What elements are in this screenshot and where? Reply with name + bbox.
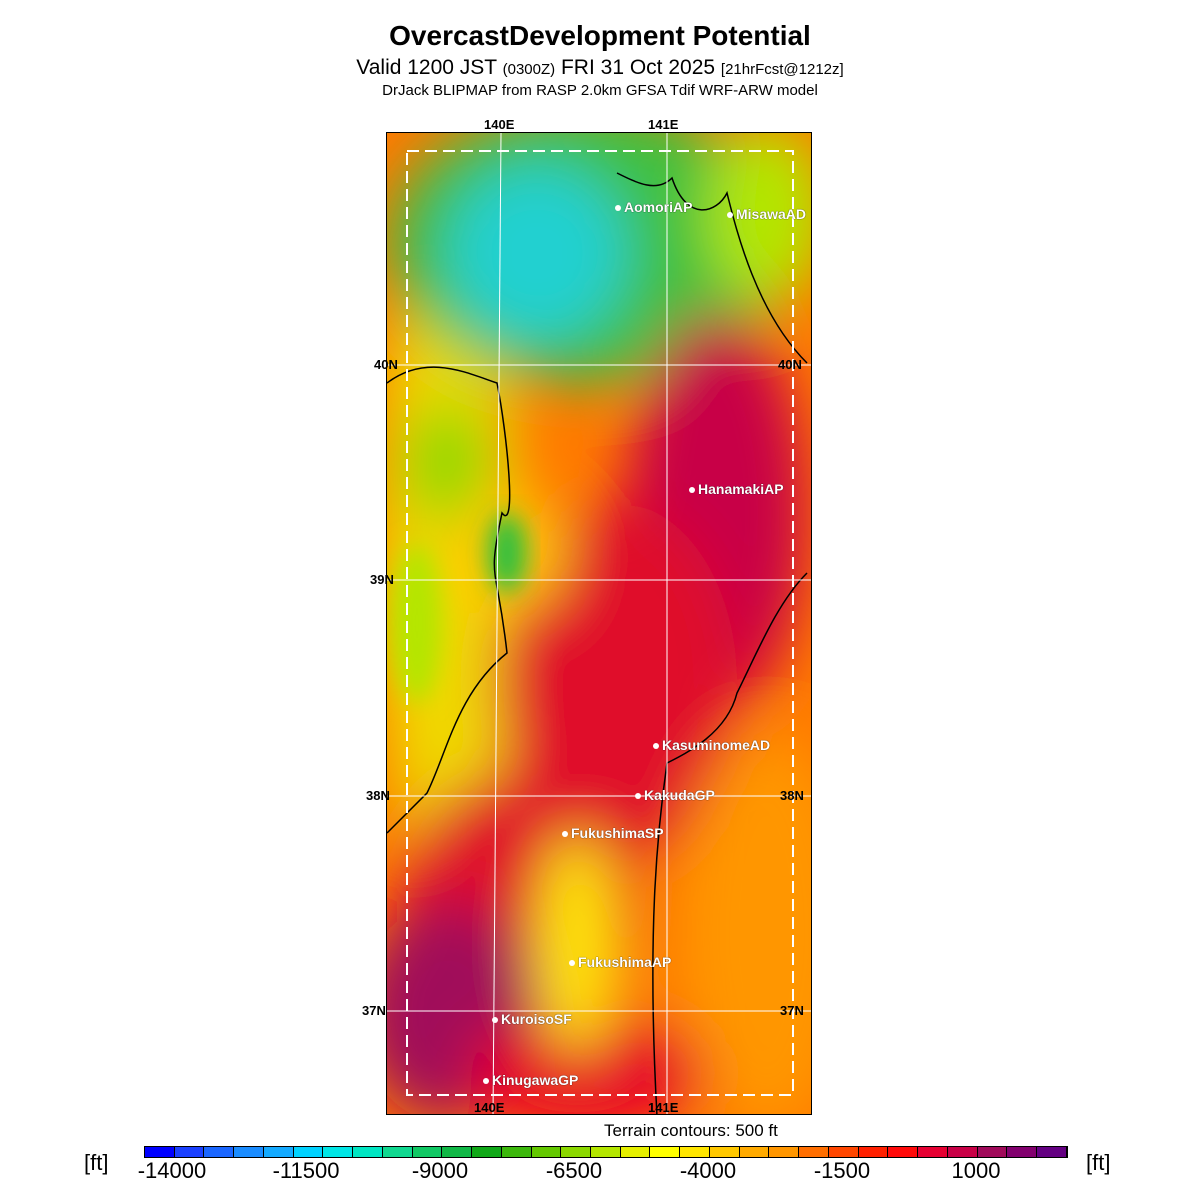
colorbar-swatch <box>799 1147 829 1157</box>
utc-time: (0300Z) <box>502 61 556 78</box>
colorbar-swatch <box>828 1147 859 1157</box>
colorbar-swatch <box>888 1147 919 1157</box>
colorbar-swatch <box>442 1147 473 1157</box>
lon-label-141e-bottom: 141E <box>648 1100 679 1115</box>
station-kasuminome: KasuminomeAD <box>653 737 770 753</box>
colorbar-label: -6500 <box>545 1158 603 1183</box>
station-aomori: AomoriAP <box>615 199 692 215</box>
colorbar-label: -11500 <box>272 1158 340 1183</box>
colorbar-swatch <box>234 1147 264 1157</box>
colorbar-swatch <box>1037 1147 1067 1157</box>
lat-label-39n: 39N <box>370 572 394 587</box>
station-misawa: MisawaAD <box>727 206 806 222</box>
lat-label-40n: 40N <box>374 357 398 372</box>
colorbar-label: -9000 <box>411 1158 469 1183</box>
colorbar-swatch <box>501 1147 532 1157</box>
colorbar-swatch <box>739 1147 770 1157</box>
colorbar-swatch <box>412 1147 443 1157</box>
colorbar-swatch <box>263 1147 294 1157</box>
colorbar-swatch <box>858 1147 889 1157</box>
forecast-map: AomoriAP MisawaAD HanamakiAP KasuminomeA… <box>386 132 812 1115</box>
colorbar-swatch <box>591 1147 621 1157</box>
valid-time: Valid 1200 JST (0300Z) FRI 31 Oct 2025 [… <box>0 56 1200 80</box>
colorbar-swatch <box>650 1147 681 1157</box>
lat-label-37n-right: 37N <box>780 1003 804 1018</box>
station-hanamaki: HanamakiAP <box>689 481 784 497</box>
colorbar-swatch <box>561 1147 592 1157</box>
colorbar-swatch <box>531 1147 562 1157</box>
lat-label-37n: 37N <box>362 1003 386 1018</box>
lat-label-38n-right: 38N <box>780 788 804 803</box>
colorbar-swatch <box>918 1147 948 1157</box>
colorbar-label: 1000 <box>951 1158 1001 1183</box>
lon-label-140e-top: 140E <box>484 117 515 132</box>
colorbar-swatch <box>620 1147 651 1157</box>
date: FRI 31 Oct 2025 <box>560 56 716 79</box>
station-kinugawa: KinugawaGP <box>483 1072 578 1088</box>
colorbar-swatch <box>323 1147 354 1157</box>
colorbar-swatch <box>1007 1147 1038 1157</box>
station-kakuda: KakudaGP <box>635 787 715 803</box>
colorbar-unit-left: [ft] <box>84 1150 109 1175</box>
colorbar-label: -14000 <box>137 1158 207 1183</box>
valid-label: Valid 1200 JST <box>356 56 497 79</box>
colorbar-swatch <box>293 1147 324 1157</box>
station-fukushima-sp: FukushimaSP <box>562 825 664 841</box>
colorbar-swatch <box>977 1147 1008 1157</box>
forecast-info: [21hrFcst@1212z] <box>720 61 844 78</box>
colorbar-label: -1500 <box>813 1158 871 1183</box>
map-field <box>387 133 811 1114</box>
colorbar-label: -4000 <box>679 1158 737 1183</box>
colorbar-swatch <box>353 1147 383 1157</box>
colorbar-swatch <box>174 1147 205 1157</box>
lon-label-141e-top: 141E <box>648 117 679 132</box>
colorbar-swatch <box>145 1147 175 1157</box>
colorbar-unit-right: [ft] <box>1086 1150 1111 1175</box>
lon-label-140e-bottom: 140E <box>474 1100 505 1115</box>
colorbar-swatch <box>680 1147 710 1157</box>
station-kuroiso: KuroisoSF <box>492 1011 572 1027</box>
terrain-contour-note: Terrain contours: 500 ft <box>604 1121 778 1140</box>
colorbar-swatch <box>472 1147 502 1157</box>
lat-label-40n-right: 40N <box>778 357 802 372</box>
map-title: OvercastDevelopment Potential <box>389 20 811 51</box>
lat-label-38n: 38N <box>366 788 390 803</box>
colorbar-swatch <box>769 1147 800 1157</box>
colorbar-swatch <box>947 1147 978 1157</box>
colorbar-swatch <box>382 1147 413 1157</box>
colorbar-swatch <box>204 1147 235 1157</box>
colorbar <box>144 1146 1068 1158</box>
station-fukushima-ap: FukushimaAP <box>569 954 671 970</box>
model-info: DrJack BLIPMAP from RASP 2.0km GFSA Tdif… <box>382 82 818 99</box>
colorbar-swatch <box>709 1147 740 1157</box>
